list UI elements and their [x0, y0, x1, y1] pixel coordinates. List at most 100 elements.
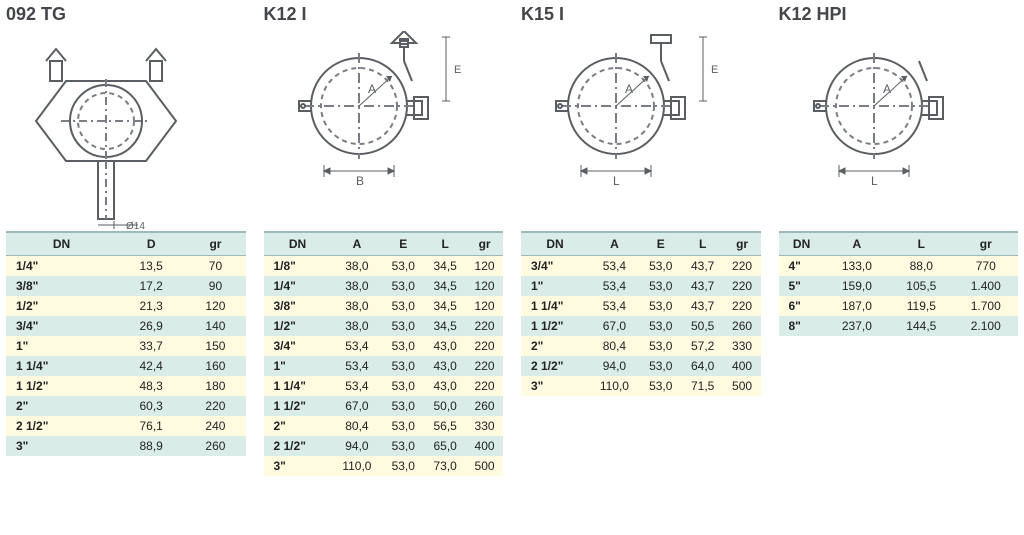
diagram-clamp-l: A E L: [521, 31, 761, 231]
table-cell: 38,0: [332, 256, 383, 277]
table-cell: 2": [6, 396, 117, 416]
table-cell: 330: [466, 416, 503, 436]
table-cell: 53,0: [382, 416, 424, 436]
table-cell: 3/8": [264, 296, 332, 316]
column-header: D: [117, 232, 185, 256]
table-row: 1/2"21,3120: [6, 296, 246, 316]
column-header: L: [424, 232, 466, 256]
table-row: 1 1/4"53,453,043,0220: [264, 376, 504, 396]
column-header: L: [682, 232, 724, 256]
diagram-tg: Ø14: [6, 31, 246, 231]
column-header: gr: [724, 232, 761, 256]
svg-text:A: A: [625, 82, 633, 96]
table-cell: 53,0: [382, 356, 424, 376]
section-title-2: K15 I: [521, 4, 761, 25]
table-cell: 187,0: [825, 296, 889, 316]
table-cell: 3/4": [521, 256, 589, 277]
table-cell: 3": [521, 376, 589, 396]
table-cell: 3": [6, 436, 117, 456]
table-cell: 110,0: [332, 456, 383, 476]
table-cell: 53,0: [640, 256, 682, 277]
column-header: DN: [264, 232, 332, 256]
table-cell: 220: [466, 336, 503, 356]
table-cell: 220: [724, 256, 761, 277]
table-row: 1"33,7150: [6, 336, 246, 356]
table-cell: 400: [724, 356, 761, 376]
table-cell: 53,0: [382, 436, 424, 456]
table-cell: 220: [185, 396, 245, 416]
table-cell: 2": [264, 416, 332, 436]
table-cell: 220: [724, 296, 761, 316]
table-cell: 2 1/2": [6, 416, 117, 436]
table-cell: 38,0: [332, 296, 383, 316]
table-cell: 71,5: [682, 376, 724, 396]
table-cell: 2 1/2": [521, 356, 589, 376]
table-cell: 60,3: [117, 396, 185, 416]
table-cell: 43,0: [424, 376, 466, 396]
svg-text:E: E: [711, 64, 718, 76]
table-cell: 94,0: [332, 436, 383, 456]
table-cell: 3/4": [6, 316, 117, 336]
table-cell: 260: [185, 436, 245, 456]
table-cell: 260: [724, 316, 761, 336]
table-cell: 1": [264, 356, 332, 376]
table-cell: 67,0: [332, 396, 383, 416]
table-cell: 53,0: [640, 376, 682, 396]
table-cell: 57,2: [682, 336, 724, 356]
table-cell: 400: [466, 436, 503, 456]
table-cell: 53,0: [382, 396, 424, 416]
table-cell: 2": [521, 336, 589, 356]
table-cell: 43,7: [682, 296, 724, 316]
table-cell: 53,0: [382, 336, 424, 356]
table-cell: 133,0: [825, 256, 889, 277]
table-cell: 144,5: [889, 316, 953, 336]
table-cell: 17,2: [117, 276, 185, 296]
table-cell: 53,4: [589, 276, 640, 296]
spec-table-3: DNALgr4"133,088,07705"159,0105,51.4006"1…: [779, 231, 1019, 336]
table-cell: 2.100: [954, 316, 1018, 336]
column-header: L: [889, 232, 953, 256]
table-cell: 53,0: [382, 296, 424, 316]
table-cell: 53,4: [332, 336, 383, 356]
table-cell: 220: [466, 356, 503, 376]
column-header: gr: [466, 232, 503, 256]
table-cell: 53,0: [382, 376, 424, 396]
table-cell: 1/4": [6, 256, 117, 277]
table-cell: 34,5: [424, 276, 466, 296]
table-cell: 67,0: [589, 316, 640, 336]
table-cell: 140: [185, 316, 245, 336]
table-cell: 110,0: [589, 376, 640, 396]
table-cell: 50,5: [682, 316, 724, 336]
table-row: 2"60,3220: [6, 396, 246, 416]
table-cell: 80,4: [332, 416, 383, 436]
table-row: 1 1/2"48,3180: [6, 376, 246, 396]
table-row: 1"53,453,043,7220: [521, 276, 761, 296]
table-cell: 3": [264, 456, 332, 476]
table-cell: 330: [724, 336, 761, 356]
table-cell: 90: [185, 276, 245, 296]
table-cell: 3/4": [264, 336, 332, 356]
table-row: 2 1/2"76,1240: [6, 416, 246, 436]
table-cell: 180: [185, 376, 245, 396]
table-cell: 48,3: [117, 376, 185, 396]
table-cell: 38,0: [332, 276, 383, 296]
table-row: 2"80,453,056,5330: [264, 416, 504, 436]
spec-table-1: DNAELgr1/8"38,053,034,51201/4"38,053,034…: [264, 231, 504, 476]
table-cell: 1/4": [264, 276, 332, 296]
table-cell: 119,5: [889, 296, 953, 316]
column-header: DN: [6, 232, 117, 256]
spec-table-2: DNAELgr3/4"53,453,043,72201"53,453,043,7…: [521, 231, 761, 396]
table-cell: 1 1/2": [521, 316, 589, 336]
table-cell: 53,0: [640, 336, 682, 356]
table-cell: 159,0: [825, 276, 889, 296]
table-row: 3/4"53,453,043,7220: [521, 256, 761, 277]
table-cell: 34,5: [424, 256, 466, 277]
table-cell: 53,4: [332, 376, 383, 396]
table-cell: 34,5: [424, 296, 466, 316]
table-cell: 70: [185, 256, 245, 277]
table-cell: 5": [779, 276, 825, 296]
column-header: E: [382, 232, 424, 256]
table-row: 1 1/2"67,053,050,5260: [521, 316, 761, 336]
table-cell: 1.400: [954, 276, 1018, 296]
table-row: 1"53,453,043,0220: [264, 356, 504, 376]
